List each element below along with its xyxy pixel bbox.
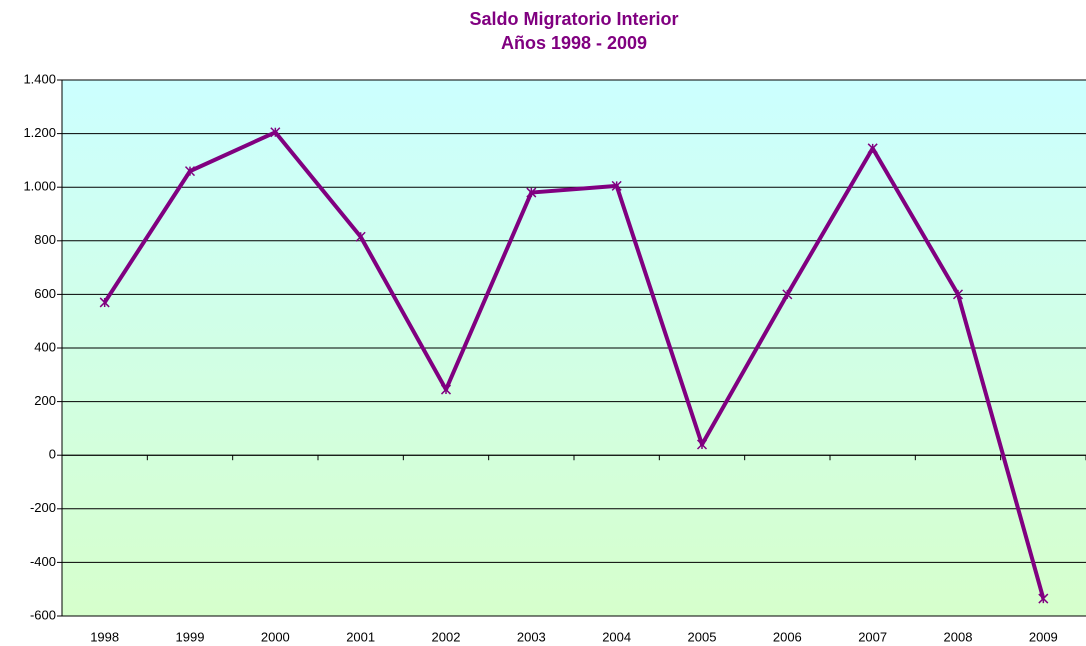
x-tick-label: 2009 xyxy=(1029,629,1058,644)
x-tick-label: 2002 xyxy=(432,629,461,644)
y-tick-label: 1.200 xyxy=(23,125,56,140)
marker xyxy=(1038,593,1049,604)
x-tick-label: 1999 xyxy=(176,629,205,644)
x-tick-label: 1998 xyxy=(90,629,119,644)
marker xyxy=(952,289,964,300)
y-tick-label: 200 xyxy=(34,393,56,408)
y-tick-label: -400 xyxy=(30,554,56,569)
marker xyxy=(526,187,537,198)
y-tick-label: 1.400 xyxy=(23,71,56,86)
marker xyxy=(696,439,708,450)
chart-subtitle: Años 1998 - 2009 xyxy=(501,33,647,53)
y-tick-label: 0 xyxy=(49,447,56,462)
x-tick-label: 2006 xyxy=(773,629,802,644)
marker xyxy=(184,166,196,177)
marker xyxy=(440,384,452,395)
x-tick-label: 2001 xyxy=(346,629,375,644)
y-tick-label: 400 xyxy=(34,339,56,354)
marker xyxy=(611,180,622,191)
chart-title: Saldo Migratorio Interior xyxy=(469,9,678,29)
x-tick-label: 2004 xyxy=(602,629,631,644)
marker xyxy=(782,289,793,300)
x-tick-label: 2007 xyxy=(858,629,887,644)
y-tick-label: -600 xyxy=(30,607,56,622)
series-line xyxy=(102,130,1046,600)
y-tick-label: 800 xyxy=(34,232,56,247)
x-tick-label: 2008 xyxy=(944,629,973,644)
marker xyxy=(355,231,366,242)
x-tick-label: 2000 xyxy=(261,629,290,644)
x-tick-label: 2005 xyxy=(688,629,717,644)
y-tick-label: 600 xyxy=(34,286,56,301)
marker xyxy=(867,143,878,154)
y-tick-label: 1.000 xyxy=(23,179,56,194)
marker xyxy=(270,127,281,138)
y-tick-label: -200 xyxy=(30,500,56,515)
x-tick-label: 2003 xyxy=(517,629,546,644)
marker xyxy=(99,297,110,308)
